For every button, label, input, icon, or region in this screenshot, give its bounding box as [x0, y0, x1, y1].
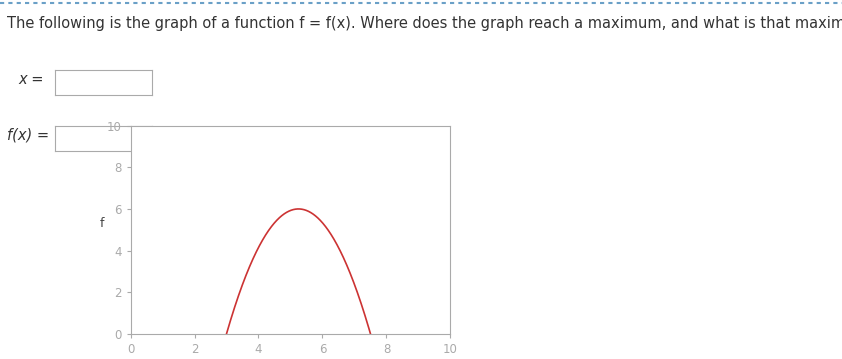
Text: x =: x =: [19, 72, 44, 87]
Text: f(x) =: f(x) =: [7, 127, 49, 143]
Text: The following is the graph of a function f = f(x). Where does the graph reach a : The following is the graph of a function…: [7, 16, 842, 31]
Y-axis label: f: f: [100, 217, 104, 230]
X-axis label: x: x: [287, 357, 294, 359]
